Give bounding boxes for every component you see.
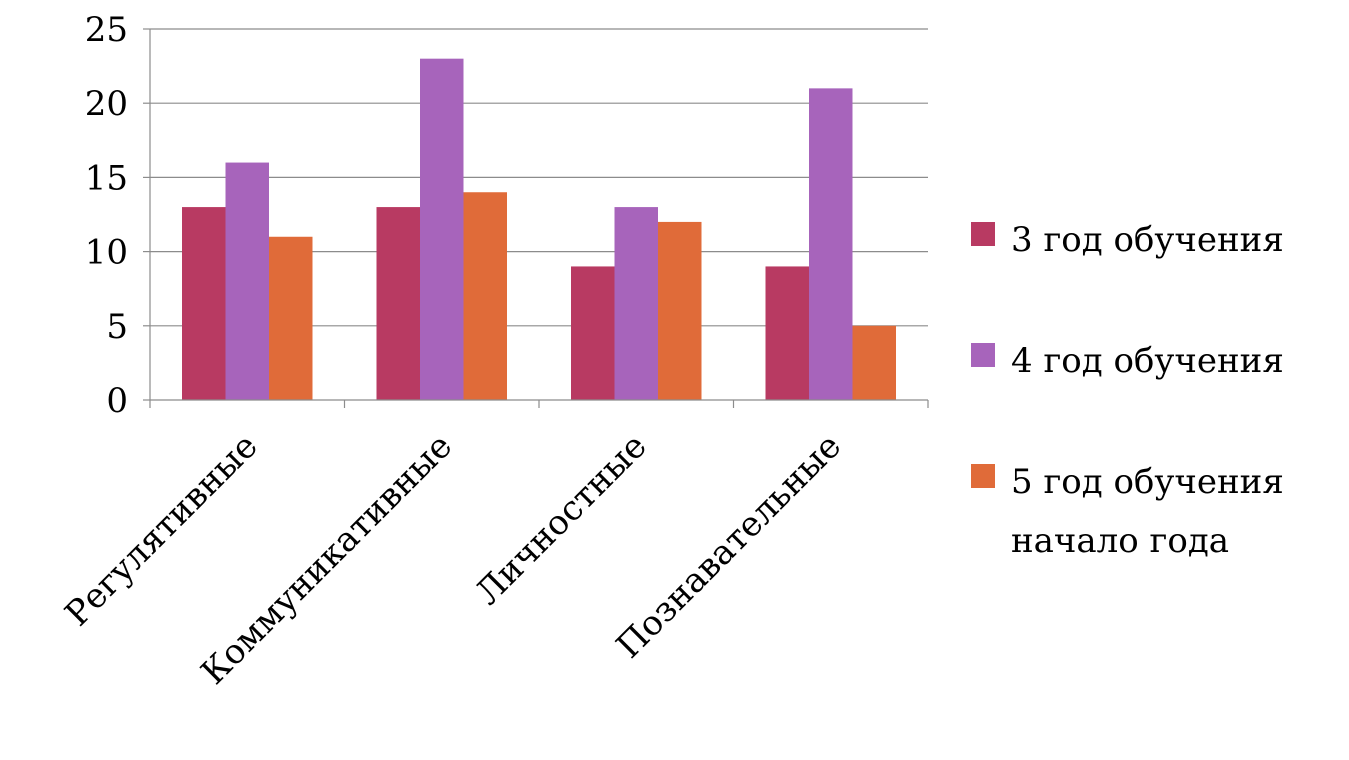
legend-swatch: [971, 464, 995, 488]
bar: [852, 325, 896, 400]
category-label: Регулятивные: [57, 426, 265, 634]
y-tick-label: 20: [85, 84, 128, 124]
bars: [182, 58, 896, 401]
legend: 3 год обучения 4 год обучения 5 год обучен…: [971, 220, 1284, 561]
y-tick-label: 25: [85, 10, 128, 50]
legend-label: 4 год обучения: [1011, 341, 1284, 381]
bar: [182, 207, 226, 400]
y-tick-label: 10: [85, 233, 128, 273]
axes: [143, 28, 929, 408]
y-tick-label: 15: [85, 158, 128, 198]
y-tick-label: 5: [106, 307, 128, 347]
category-label: Личностные: [468, 426, 655, 613]
legend-swatch: [971, 343, 995, 367]
bar: [225, 162, 269, 400]
bar: [463, 192, 507, 400]
bar: [809, 88, 853, 401]
bar: [376, 207, 420, 400]
bar: [614, 207, 658, 400]
y-tick-labels: 0 5 10 15 20 25: [85, 10, 128, 421]
bar: [269, 236, 313, 400]
legend-swatch: [971, 222, 995, 246]
bar: [658, 221, 702, 400]
legend-label: начало года: [1011, 521, 1229, 561]
bar: [571, 266, 615, 400]
legend-label: 3 год обучения: [1011, 220, 1284, 260]
bar: [765, 266, 809, 400]
legend-label: 5 год обучения: [1011, 462, 1284, 502]
y-tick-label: 0: [106, 381, 128, 421]
bar: [420, 58, 464, 401]
